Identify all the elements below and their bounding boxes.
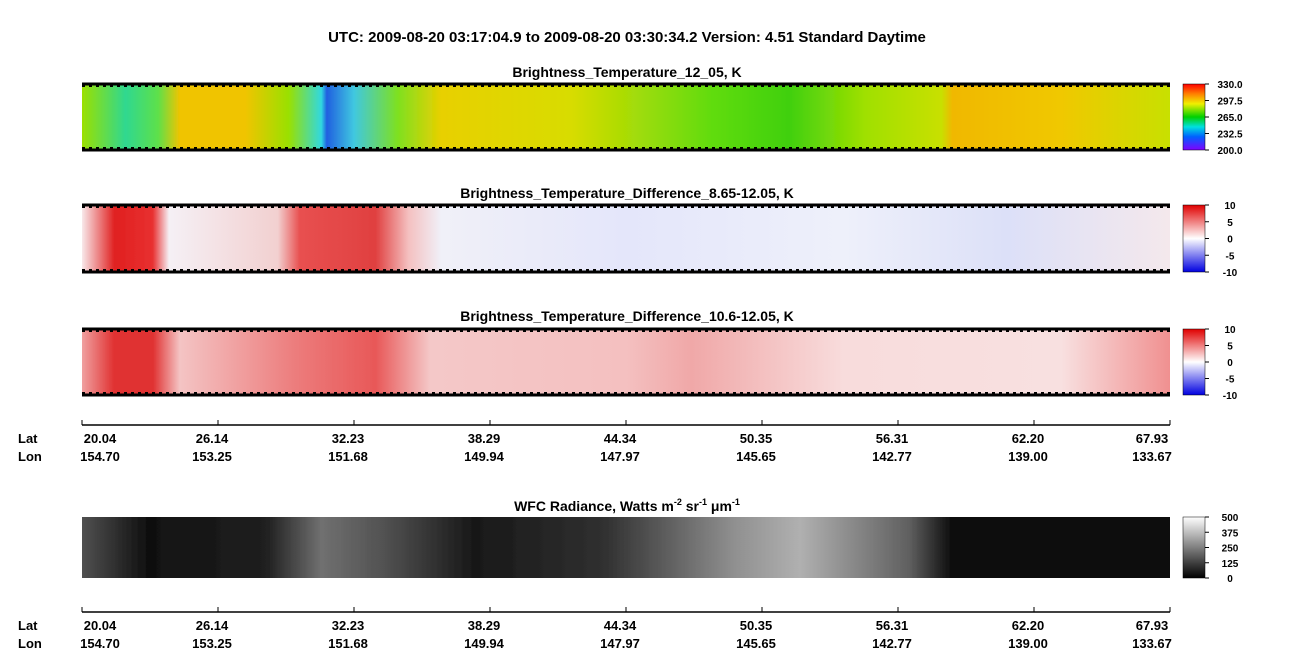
lon-value: 147.97 — [600, 636, 640, 651]
lon-value: 149.94 — [464, 636, 505, 651]
lon-value: 154.70 — [80, 449, 120, 464]
lat-value: 50.35 — [740, 431, 773, 446]
lon-value: 139.00 — [1008, 636, 1048, 651]
lon-label: Lon — [18, 636, 42, 651]
colorbar — [1182, 328, 1206, 396]
lon-value: 149.94 — [464, 449, 505, 464]
lat-value: 62.20 — [1012, 618, 1045, 633]
lon-value: 151.68 — [328, 449, 368, 464]
lat-value: 20.04 — [84, 618, 117, 633]
lat-value: 44.34 — [604, 618, 637, 633]
lat-value: 50.35 — [740, 618, 773, 633]
colorbar-label: 330.0 — [1217, 80, 1242, 91]
colorbar-label: 297.5 — [1217, 97, 1242, 108]
title-superscript: -1 — [732, 497, 740, 507]
colorbar-label: 265.0 — [1217, 113, 1242, 124]
lon-value: 133.67 — [1132, 636, 1172, 651]
lat-value: 67.93 — [1136, 431, 1169, 446]
lat-value: 32.23 — [332, 431, 365, 446]
lat-value: 26.14 — [196, 618, 229, 633]
lon-value: 139.00 — [1008, 449, 1048, 464]
colorbar — [1182, 204, 1206, 273]
lon-value: 145.65 — [736, 449, 776, 464]
lat-value: 62.20 — [1012, 431, 1045, 446]
colorbar-label: -5 — [1226, 375, 1235, 386]
lat-value: 38.29 — [468, 431, 501, 446]
colorbar-label: 10 — [1224, 201, 1236, 212]
lat-value: 38.29 — [468, 618, 501, 633]
image-strip — [82, 205, 1170, 272]
colorbar-label: 5 — [1227, 342, 1233, 353]
page-title: UTC: 2009-08-20 03:17:04.9 to 2009-08-20… — [328, 29, 926, 46]
lat-value: 67.93 — [1136, 618, 1169, 633]
panel-title: WFC Radiance, Watts m-2​ sr-1​ μm-1​ — [514, 497, 740, 514]
lat-value: 56.31 — [876, 431, 909, 446]
lon-value: 147.97 — [600, 449, 640, 464]
colorbar-label: 5 — [1227, 218, 1233, 229]
lat-value: 44.34 — [604, 431, 637, 446]
title-text: μm — [707, 498, 732, 514]
title-text: WFC Radiance, Watts m — [514, 498, 674, 514]
colorbar-label: 10 — [1224, 325, 1236, 336]
panel-title: Brightness_Temperature_Difference_8.65-1… — [460, 185, 794, 201]
image-strip — [82, 517, 1170, 578]
panel-title: Brightness_Temperature_Difference_10.6-1… — [460, 308, 794, 324]
image-strip — [82, 329, 1170, 395]
lon-label: Lon — [18, 449, 42, 464]
lat-value: 32.23 — [332, 618, 365, 633]
lat-value: 20.04 — [84, 431, 117, 446]
colorbar-label: -10 — [1223, 391, 1238, 402]
lon-value: 153.25 — [192, 636, 232, 651]
lon-value: 142.77 — [872, 636, 912, 651]
lon-value: 151.68 — [328, 636, 368, 651]
image-strip — [82, 84, 1170, 150]
title-superscript: -1 — [699, 497, 707, 507]
lat-value: 26.14 — [196, 431, 229, 446]
colorbar-label: 375 — [1222, 528, 1239, 539]
lon-value: 145.65 — [736, 636, 776, 651]
colorbar-label: 125 — [1222, 559, 1239, 570]
lon-value: 154.70 — [80, 636, 120, 651]
lon-value: 153.25 — [192, 449, 232, 464]
colorbar-label: 0 — [1227, 358, 1233, 369]
colorbar — [1182, 83, 1206, 151]
panel-title: Brightness_Temperature_12_05, K — [512, 64, 741, 80]
colorbar — [1182, 516, 1206, 579]
colorbar-label: 0 — [1227, 235, 1233, 246]
lon-value: 142.77 — [872, 449, 912, 464]
colorbar-label: -10 — [1223, 268, 1238, 279]
title-superscript: -2 — [674, 497, 682, 507]
title-text: sr — [682, 498, 700, 514]
colorbar-label: 250 — [1222, 544, 1239, 555]
colorbar-label: 0 — [1227, 574, 1233, 585]
lon-value: 133.67 — [1132, 449, 1172, 464]
lat-label: Lat — [18, 618, 38, 633]
colorbar-label: -5 — [1226, 251, 1235, 262]
lat-label: Lat — [18, 431, 38, 446]
colorbar-label: 500 — [1222, 513, 1239, 524]
colorbar-label: 232.5 — [1217, 130, 1242, 141]
lat-value: 56.31 — [876, 618, 909, 633]
colorbar-label: 200.0 — [1217, 146, 1242, 157]
